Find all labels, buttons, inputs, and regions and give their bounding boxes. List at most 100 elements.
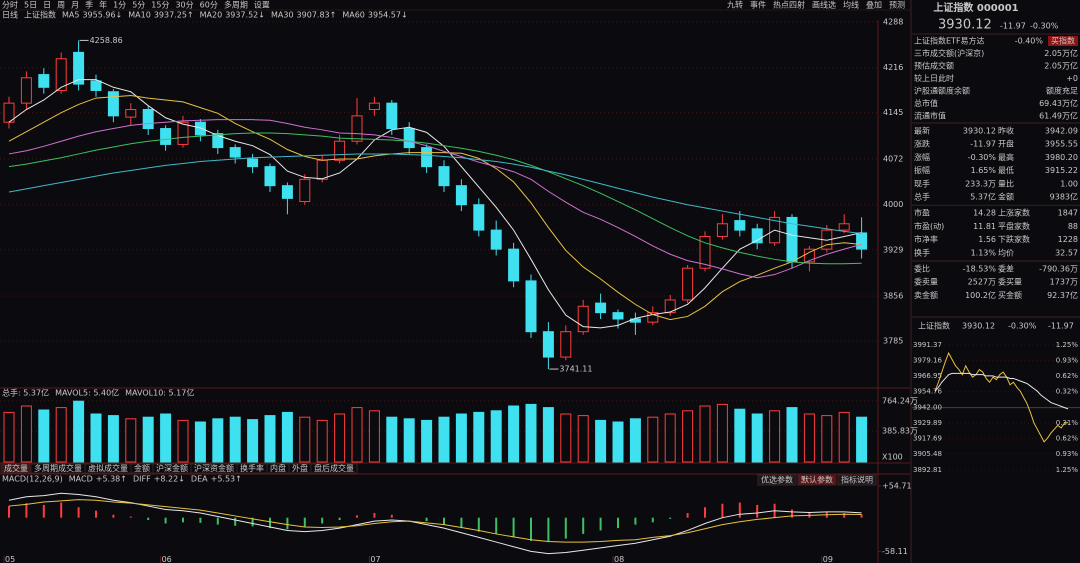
volume-bar bbox=[682, 410, 694, 463]
candle-body bbox=[716, 223, 728, 237]
indicator-button[interactable]: 指标说明 bbox=[841, 475, 873, 485]
button-frame[interactable] bbox=[1048, 36, 1078, 46]
tab[interactable]: 虚拟成交量 bbox=[88, 463, 128, 473]
toolbar-button[interactable]: 5日 bbox=[24, 1, 37, 10]
toolbar-button[interactable]: 多周期 bbox=[224, 0, 248, 10]
toolbar-button[interactable]: 热点四射 bbox=[773, 0, 805, 10]
candle-body bbox=[508, 248, 520, 282]
toolbar-button[interactable]: 均线 bbox=[843, 0, 859, 10]
pct-label: 1.25% bbox=[1056, 466, 1079, 474]
ma-line bbox=[8, 119, 862, 279]
candle-body bbox=[247, 158, 259, 168]
quote-label: 涨幅 bbox=[914, 152, 930, 162]
quote-label: 最低 bbox=[998, 165, 1014, 175]
legend-value: +8.22↓ bbox=[154, 475, 185, 484]
candle-body bbox=[682, 267, 694, 301]
candle-body bbox=[386, 102, 398, 130]
tab[interactable]: 沪深资金额 bbox=[194, 463, 234, 473]
indicator-button[interactable]: 优选参数 bbox=[761, 475, 793, 485]
info-label: 三市成交额(沪深京) bbox=[914, 48, 984, 58]
toolbar-button[interactable]: 季 bbox=[85, 0, 93, 10]
quote-value: 1737万 bbox=[1050, 278, 1078, 287]
toolbar-button[interactable]: 60分 bbox=[200, 1, 218, 10]
legend-name: DIFF bbox=[133, 475, 151, 484]
volume-legend: 总手: 5.37亿 bbox=[2, 388, 49, 398]
mini-price: 3930.12 bbox=[962, 322, 995, 331]
toolbar-button[interactable]: 画线选 bbox=[812, 0, 836, 10]
toolbar-button[interactable]: 分时 bbox=[2, 0, 18, 10]
legend-value: +5.38↑ bbox=[96, 475, 127, 484]
toolbar-button[interactable]: 15分 bbox=[151, 1, 169, 10]
annotation: 4258.86 bbox=[90, 36, 123, 45]
pct-label: 0.93% bbox=[1056, 450, 1079, 458]
legend-name: MA20 bbox=[200, 11, 223, 20]
tab[interactable]: 换手率 bbox=[240, 463, 264, 473]
quote-value: 1.65% bbox=[971, 166, 997, 175]
button-frame[interactable] bbox=[757, 474, 797, 486]
tab[interactable]: 沪深金额 bbox=[156, 463, 188, 473]
button-frame[interactable] bbox=[797, 474, 837, 486]
volume-bar bbox=[194, 421, 206, 463]
toolbar-button[interactable]: 设置 bbox=[254, 0, 270, 10]
volume-bar bbox=[821, 415, 833, 463]
candle-body bbox=[142, 109, 154, 130]
quote-value: 5.37亿 bbox=[970, 192, 996, 202]
candle-body bbox=[212, 133, 224, 149]
tab[interactable]: 多周期成交量 bbox=[34, 463, 82, 473]
toolbar-button[interactable]: 1分 bbox=[113, 1, 126, 10]
quote-value: 92.37亿 bbox=[1047, 290, 1078, 300]
tab-frame[interactable] bbox=[310, 463, 358, 474]
toolbar-button[interactable]: 预测 bbox=[889, 0, 905, 10]
volume-bar bbox=[264, 415, 276, 463]
toolbar-button[interactable]: 月 bbox=[71, 1, 79, 10]
button-frame[interactable] bbox=[837, 474, 877, 486]
y-tick-label: 385.83万 bbox=[882, 427, 918, 436]
quote-label: 昨收 bbox=[998, 126, 1014, 136]
quote-value: -11.97 bbox=[970, 140, 996, 149]
toolbar-button[interactable]: 九转 bbox=[727, 0, 743, 10]
annotation: 3741.11 bbox=[559, 365, 592, 374]
volume-bar bbox=[125, 418, 137, 463]
intraday-line bbox=[934, 372, 1069, 410]
buy-button[interactable]: 买指数 bbox=[1051, 36, 1075, 46]
toolbar-button[interactable]: 5分 bbox=[132, 1, 145, 10]
indicator-button[interactable]: 默认参数 bbox=[801, 475, 833, 485]
candle-body bbox=[473, 204, 485, 231]
candle-body bbox=[403, 128, 415, 149]
info-value: 61.49万亿 bbox=[1039, 111, 1078, 121]
toolbar-button[interactable]: 日 bbox=[43, 1, 51, 10]
candle-body bbox=[90, 80, 102, 91]
info-label: 沪股通额度余额 bbox=[914, 86, 970, 96]
tab[interactable]: 盘后成交量 bbox=[314, 463, 354, 473]
macd-title: MACD(12,26,9) bbox=[2, 475, 63, 484]
candle-body bbox=[264, 166, 276, 187]
toolbar-button[interactable]: 事件 bbox=[750, 0, 766, 10]
toolbar-button[interactable]: 周 bbox=[57, 1, 65, 10]
candle-body bbox=[351, 115, 363, 142]
volume-bar bbox=[664, 413, 676, 463]
volume-bar bbox=[438, 416, 450, 463]
volume-bar bbox=[281, 411, 293, 463]
quote-value: 11.81 bbox=[973, 222, 996, 231]
quote-value: 32.57 bbox=[1055, 248, 1078, 257]
volume-bar bbox=[73, 400, 85, 463]
candle-body bbox=[73, 51, 85, 85]
info-value: 2.05万亿 bbox=[1044, 48, 1078, 58]
quote-value: -0.30% bbox=[968, 153, 997, 162]
toolbar-button[interactable]: 叠加 bbox=[866, 0, 882, 10]
tab[interactable]: 外盘 bbox=[292, 463, 308, 473]
tab[interactable]: 金额 bbox=[134, 463, 150, 473]
volume-bar bbox=[542, 407, 554, 463]
volume-bar bbox=[455, 413, 467, 463]
legend-value: 3907.83↑ bbox=[297, 11, 337, 20]
ma-line bbox=[8, 95, 862, 321]
tab[interactable]: 成交量 bbox=[4, 463, 28, 473]
quote-price: 3930.12 bbox=[938, 18, 992, 33]
mini-change: -11.97 bbox=[1048, 322, 1074, 331]
candle-body bbox=[664, 299, 676, 314]
toolbar-button[interactable]: 年 bbox=[99, 0, 107, 10]
toolbar-button[interactable]: 30分 bbox=[175, 1, 193, 10]
tab[interactable]: 内盘 bbox=[270, 463, 286, 473]
y-tick-label: 3856 bbox=[883, 292, 903, 301]
candle-body bbox=[856, 232, 868, 250]
